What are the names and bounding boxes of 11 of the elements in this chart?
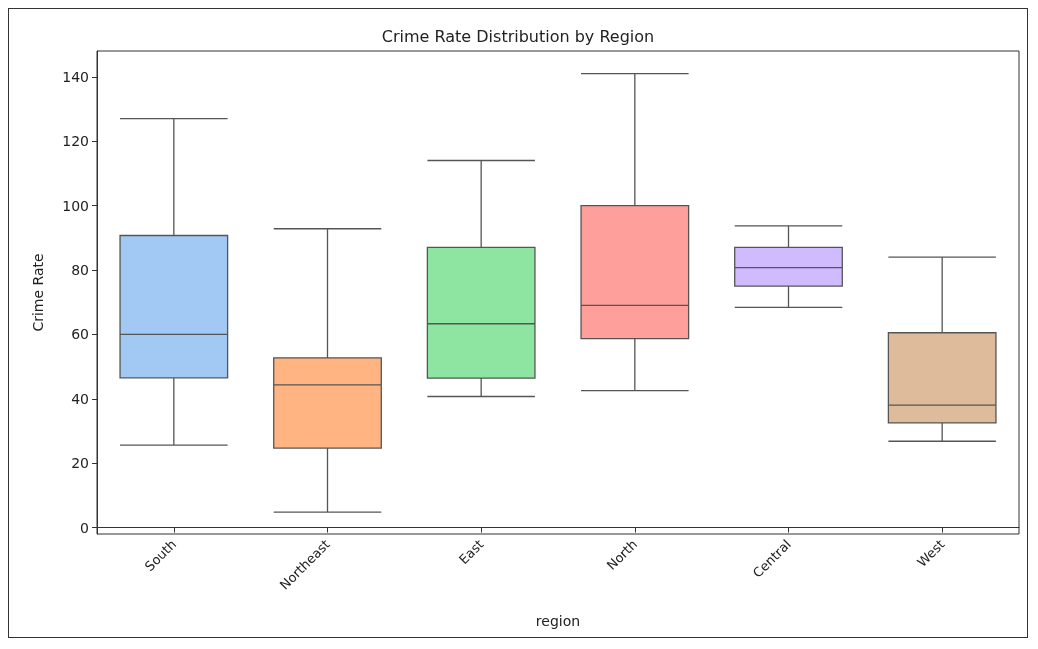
chart-title: Crime Rate Distribution by Region	[381, 26, 655, 46]
y-tick-label: 120	[62, 133, 89, 150]
y-tick-label: 80	[71, 261, 89, 278]
y-tick-label: 0	[80, 519, 89, 536]
y-tick-label: 100	[62, 197, 89, 214]
y-tick-label: 20	[71, 455, 89, 472]
y-tick-label: 40	[71, 390, 89, 407]
x-axis-title: region	[535, 613, 581, 629]
y-tick-label: 140	[62, 68, 89, 85]
y-tick-label: 60	[71, 326, 89, 343]
y-axis-title: Crime Rate	[30, 253, 46, 332]
